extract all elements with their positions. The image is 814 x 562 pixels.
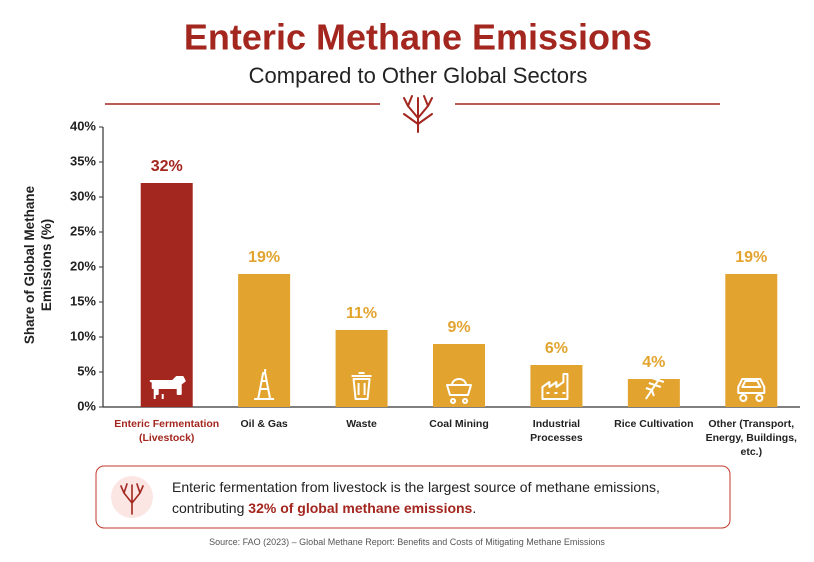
value-label: 9%: [447, 319, 470, 336]
bar-icon: [351, 372, 372, 400]
value-label: 19%: [248, 249, 280, 266]
bar-icon: [254, 369, 275, 400]
y-tick-label: 10%: [70, 328, 96, 343]
bar-icon: [446, 378, 472, 404]
x-tick-label: Oil & Gas: [240, 418, 288, 430]
callout-text: Enteric fermentation from livestock is t…: [172, 477, 717, 519]
bar-icon-shape: [351, 372, 372, 400]
source: Source: FAO (2023) – Global Methane Repo…: [209, 537, 605, 547]
bar-icon-shape: [254, 369, 275, 400]
y-axis-label: Share of Global Methane Emissions (%): [22, 185, 54, 345]
y-tick-label: 35%: [70, 153, 96, 168]
bar-icon-shape: [541, 373, 569, 400]
bar: [140, 183, 193, 407]
bar-icon-shape: [446, 378, 472, 404]
y-tick-label: 30%: [70, 188, 96, 203]
x-tick-label: Rice Cultivation: [614, 418, 694, 430]
bar-icon-shape: [737, 378, 766, 402]
bar-icon-shape: [149, 376, 186, 399]
value-label: 32%: [151, 158, 183, 175]
callout-tail: .: [472, 500, 477, 516]
value-label: 4%: [642, 354, 665, 371]
bar-icon: [541, 373, 569, 400]
value-label: 6%: [545, 340, 568, 357]
bar-icon: [149, 376, 186, 399]
callout-icon: [120, 483, 144, 515]
callout-body: Enteric fermentation from livestock is t…: [172, 479, 660, 516]
chart-title: Enteric Methane Emissions: [184, 17, 652, 58]
bar: [725, 274, 778, 407]
callout-box: [95, 465, 731, 529]
y-tick-label: 20%: [70, 258, 96, 273]
bar: [433, 344, 485, 407]
x-tick-label: Coal Mining: [429, 418, 489, 430]
bar-icon-shape: [645, 374, 665, 400]
bar-icon: [645, 374, 665, 400]
value-label: 11%: [346, 305, 377, 322]
x-tick-label: Industrial Processes: [530, 418, 583, 444]
x-tick-label: Enteric Fermentation (Livestock): [114, 418, 220, 444]
x-tick-label: Waste: [346, 418, 377, 430]
y-tick-label: 40%: [70, 118, 96, 133]
y-tick-label: 0%: [77, 398, 96, 413]
y-tick-label: 25%: [70, 223, 96, 238]
callout-highlight: 32% of global methane emissions: [248, 500, 473, 516]
y-tick-label: 15%: [70, 293, 96, 308]
value-label: 19%: [735, 249, 767, 266]
bar: [238, 274, 291, 407]
bar-icon: [737, 378, 766, 402]
x-tick-label: Other (Transport, Energy, Buildings, etc…: [705, 418, 797, 458]
y-tick-label: 5%: [77, 363, 96, 378]
bar: [335, 330, 388, 407]
coral-icon: [403, 95, 433, 133]
chart-subtitle: Compared to Other Global Sectors: [249, 63, 588, 88]
